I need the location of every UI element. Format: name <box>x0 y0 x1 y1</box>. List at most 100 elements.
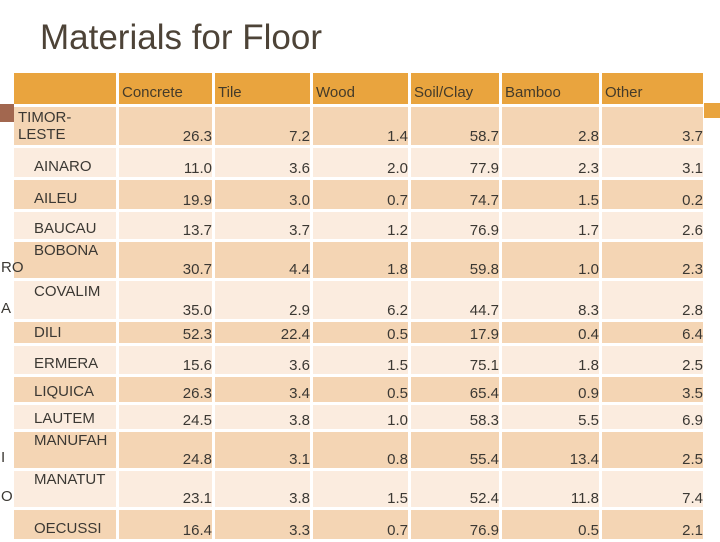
value-cell-other: 0.2 <box>602 180 703 209</box>
value-cell-concrete: 26.3 <box>119 377 212 402</box>
value-cell-other: 2.3 <box>602 242 703 278</box>
value-cell-wood: 1.2 <box>313 212 408 239</box>
value-cell-other: 2.5 <box>602 432 703 468</box>
value-cell-bamboo: 2.8 <box>502 107 599 145</box>
row-label: ERMERA <box>1 355 116 372</box>
value-cell-tile: 7.2 <box>215 107 310 145</box>
row-label-cell: BAUCAU <box>14 212 116 239</box>
row-label-line: O <box>1 488 13 505</box>
value-cell-soil-clay: 58.3 <box>411 405 499 429</box>
value-cell-soil-clay: 55.4 <box>411 432 499 468</box>
value-cell-bamboo: 8.3 <box>502 281 599 319</box>
value-cell-other: 2.1 <box>602 510 703 539</box>
value-cell-concrete: 19.9 <box>119 180 212 209</box>
page-title: Materials for Floor <box>40 18 323 57</box>
value-cell-other: 3.7 <box>602 107 703 145</box>
value-cell-other: 2.6 <box>602 212 703 239</box>
table-row-timor-leste: TIMOR- LESTE 26.3 7.2 1.4 58.7 2.8 3.7 <box>14 107 703 145</box>
row-label-cell: DILI <box>14 322 116 343</box>
row-label-line: RO <box>1 259 24 276</box>
header-cell-wood: Wood <box>313 73 408 104</box>
value-cell-concrete: 16.4 <box>119 510 212 539</box>
value-cell-wood: 1.0 <box>313 405 408 429</box>
value-cell-wood: 0.5 <box>313 377 408 402</box>
value-cell-concrete: 23.1 <box>119 471 212 507</box>
row-label: DILI <box>1 324 116 341</box>
value-cell-concrete: 26.3 <box>119 107 212 145</box>
table-row-lautem: LAUTEM 24.5 3.8 1.0 58.3 5.5 6.9 <box>14 405 703 429</box>
value-cell-other: 6.4 <box>602 322 703 343</box>
value-cell-bamboo: 0.9 <box>502 377 599 402</box>
value-cell-tile: 3.8 <box>215 405 310 429</box>
table-row-dili: DILI 52.3 22.4 0.5 17.9 0.4 6.4 <box>14 322 703 343</box>
row-label-line: MANUFAH <box>34 432 108 449</box>
value-cell-concrete: 11.0 <box>119 148 212 177</box>
value-cell-soil-clay: 58.7 <box>411 107 499 145</box>
value-cell-tile: 3.4 <box>215 377 310 402</box>
row-label-line: A <box>1 300 12 317</box>
value-cell-soil-clay: 76.9 <box>411 510 499 539</box>
value-cell-wood: 0.7 <box>313 180 408 209</box>
value-cell-tile: 3.7 <box>215 212 310 239</box>
value-cell-bamboo: 5.5 <box>502 405 599 429</box>
value-cell-concrete: 24.5 <box>119 405 212 429</box>
value-cell-wood: 0.5 <box>313 322 408 343</box>
value-cell-tile: 3.0 <box>215 180 310 209</box>
materials-table: Concrete Tile Wood Soil/Clay Bamboo Other TIM… <box>1 70 706 542</box>
row-label-cell: BOBONA RO <box>1 242 116 278</box>
table-header-row: Concrete Tile Wood Soil/Clay Bamboo Other <box>14 73 703 104</box>
row-label-cell: MANATUT O <box>1 471 116 507</box>
left-accent-square <box>0 104 14 122</box>
table-row-oecussi: OECUSSI 16.4 3.3 0.7 76.9 0.5 2.1 <box>14 510 703 539</box>
header-cell-bamboo: Bamboo <box>502 73 599 104</box>
header-cell-tile: Tile <box>215 73 310 104</box>
row-label-line: TIMOR- <box>18 109 72 126</box>
row-label: TIMOR- LESTE <box>18 109 116 143</box>
value-cell-soil-clay: 65.4 <box>411 377 499 402</box>
value-cell-tile: 3.3 <box>215 510 310 539</box>
value-cell-bamboo: 1.7 <box>502 212 599 239</box>
row-label-line: COVALIM <box>34 283 101 300</box>
row-label-line: MANATUT <box>34 471 106 488</box>
row-label: COVALIM A <box>1 283 116 317</box>
row-label-line: BOBONA <box>34 242 99 259</box>
value-cell-concrete: 30.7 <box>119 242 212 278</box>
table-row-aileu: AILEU 19.9 3.0 0.7 74.7 1.5 0.2 <box>14 180 703 209</box>
value-cell-wood: 1.8 <box>313 242 408 278</box>
value-cell-bamboo: 2.3 <box>502 148 599 177</box>
table-row-manufahi: MANUFAH I 24.8 3.1 0.8 55.4 13.4 2.5 <box>1 432 703 468</box>
value-cell-soil-clay: 75.1 <box>411 346 499 374</box>
row-label-cell: AILEU <box>14 180 116 209</box>
row-label: LIQUICA <box>1 383 116 400</box>
value-cell-soil-clay: 77.9 <box>411 148 499 177</box>
value-cell-tile: 3.8 <box>215 471 310 507</box>
row-label: MANATUT O <box>1 471 116 505</box>
row-label: OECUSSI <box>1 520 116 537</box>
value-cell-bamboo: 1.8 <box>502 346 599 374</box>
table-row-ainaro: AINARO 11.0 3.6 2.0 77.9 2.3 3.1 <box>14 148 703 177</box>
value-cell-other: 2.5 <box>602 346 703 374</box>
row-label-line: AILEU <box>34 190 78 207</box>
row-label: BOBONA RO <box>1 242 116 276</box>
value-cell-concrete: 24.8 <box>119 432 212 468</box>
value-cell-other: 2.8 <box>602 281 703 319</box>
right-accent-square <box>704 103 720 118</box>
table-row-ermera: ERMERA 15.6 3.6 1.5 75.1 1.8 2.5 <box>14 346 703 374</box>
value-cell-tile: 22.4 <box>215 322 310 343</box>
header-cell-soil-clay: Soil/Clay <box>411 73 499 104</box>
value-cell-wood: 0.7 <box>313 510 408 539</box>
row-label: AINARO <box>1 158 116 175</box>
row-label-cell: COVALIM A <box>1 281 116 319</box>
row-label: AILEU <box>1 190 116 207</box>
row-label-line: I <box>1 449 6 466</box>
value-cell-wood: 0.8 <box>313 432 408 468</box>
header-cell-other: Other <box>602 73 703 104</box>
row-label-line: OECUSSI <box>34 520 102 537</box>
row-label-cell: TIMOR- LESTE <box>14 107 116 145</box>
row-label-cell: OECUSSI <box>14 510 116 539</box>
row-label-line: LESTE <box>18 126 66 143</box>
value-cell-wood: 1.5 <box>313 346 408 374</box>
value-cell-concrete: 15.6 <box>119 346 212 374</box>
table-row-bobonaro: BOBONA RO 30.7 4.4 1.8 59.8 1.0 2.3 <box>1 242 703 278</box>
value-cell-wood: 1.4 <box>313 107 408 145</box>
